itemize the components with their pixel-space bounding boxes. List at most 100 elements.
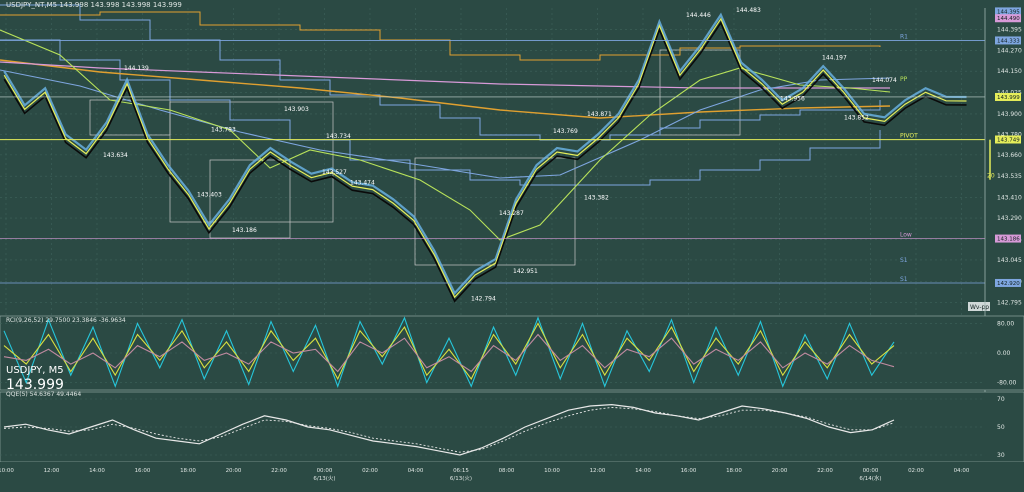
x-tick-label: 06:15 xyxy=(453,468,469,474)
rci-pane[interactable]: 80.00 0.00 -80.00 xyxy=(0,315,1024,391)
current-price: 143.999 xyxy=(6,377,64,393)
x-tick-label: 04:00 xyxy=(954,468,970,474)
ma-pink-line xyxy=(0,61,890,89)
axis-price-box xyxy=(995,278,1021,287)
x-tick-label: 12:00 xyxy=(590,468,606,474)
qqe-header: QQE(5) 54.6367 49.4464 xyxy=(6,391,81,398)
axis-price-box xyxy=(995,92,1021,101)
y-tick-label: 143.660 xyxy=(997,152,1022,159)
x-tick-label: 20:00 xyxy=(772,468,788,474)
y-tick-label: 143.900 xyxy=(997,111,1022,118)
ma-yellow-line xyxy=(3,17,967,299)
price-label: 142.794 xyxy=(471,295,496,302)
x-tick-label: 02:00 xyxy=(362,468,378,474)
x-tick-label: 08:00 xyxy=(499,468,515,474)
price-pane-bg xyxy=(0,2,1024,312)
price-label: 143.783 xyxy=(211,126,236,133)
price-label: 142.951 xyxy=(513,268,538,275)
price-label: 144.139 xyxy=(124,65,149,72)
price-label: 143.403 xyxy=(197,191,222,198)
qqe-tick-label: 30 xyxy=(997,452,1005,459)
x-tick-label: 14:00 xyxy=(635,468,651,474)
x-tick-label: 20:00 xyxy=(226,468,242,474)
level-label: S1 xyxy=(900,276,908,283)
ma-black-line xyxy=(3,21,967,303)
qqe-line xyxy=(3,403,895,456)
orange-step-line xyxy=(0,11,881,61)
session-box xyxy=(414,157,576,266)
rci-tick-label: 80.00 xyxy=(997,320,1014,327)
qqe-pane[interactable]: 70 50 30 xyxy=(0,391,1024,463)
x-tick-label: 00:00 xyxy=(317,468,333,474)
y-tick-label: 143.290 xyxy=(997,215,1022,222)
session-box xyxy=(169,101,334,223)
x-tick-label: 10:00 xyxy=(544,468,560,474)
level-label: S1 xyxy=(900,257,908,264)
y-tick-label: 144.150 xyxy=(997,68,1022,75)
axis-price-box-text: 142.920 xyxy=(997,281,1020,287)
axis-price-box-text: 144.490 xyxy=(997,16,1020,22)
y-tick-label: 143.410 xyxy=(997,195,1022,202)
axis-price-box xyxy=(995,234,1021,243)
axis-price-box-text: 144.333 xyxy=(997,38,1020,44)
price-line xyxy=(3,12,967,296)
y-tick-label: 142.795 xyxy=(997,300,1022,307)
x-tick-label: 18:00 xyxy=(180,468,196,474)
axis-price-box-text: 143.186 xyxy=(997,237,1020,243)
axis-price-box xyxy=(995,36,1021,45)
price-label: 144.483 xyxy=(736,7,761,14)
symbol-timeframe: USDJPY, M5 xyxy=(6,365,64,376)
ma-200-line xyxy=(0,59,891,119)
x-tick-label: 10:00 xyxy=(0,468,14,474)
qqe-line xyxy=(3,406,895,453)
rci-line xyxy=(3,322,895,381)
x-tick-label: 16:00 xyxy=(681,468,697,474)
upper-band-line xyxy=(0,4,881,141)
x-tick-label: 6/14(水) xyxy=(859,474,881,482)
price-label: 144.197 xyxy=(822,55,847,62)
price-label: 143.474 xyxy=(350,179,375,186)
price-label: 143.734 xyxy=(326,133,351,140)
axis-price-box xyxy=(995,7,1021,16)
ma-blue-line xyxy=(0,69,891,179)
level-label: R1 xyxy=(900,33,908,40)
x-tick-label: 04:00 xyxy=(408,468,424,474)
level-label: Low xyxy=(900,232,912,239)
qqe-tick-label: 70 xyxy=(997,396,1005,403)
price-label: 144.446 xyxy=(686,12,711,19)
badge-20: 20 xyxy=(987,173,995,180)
x-tick-label: 22:00 xyxy=(271,468,287,474)
axis-price-box-text: 143.749 xyxy=(997,138,1020,144)
y-tick-label: 143.045 xyxy=(997,257,1022,264)
lower-band-line xyxy=(0,39,881,186)
price-label: 143.956 xyxy=(780,96,805,103)
session-box xyxy=(209,159,291,239)
session-box xyxy=(89,99,171,136)
x-tick-label: 12:00 xyxy=(44,468,60,474)
x-tick-label: 22:00 xyxy=(817,468,833,474)
x-tick-label: 16:00 xyxy=(135,468,151,474)
price-label: 143.903 xyxy=(284,106,309,113)
level-label: PIVOT xyxy=(900,133,918,140)
price-label: 143.527 xyxy=(322,169,347,176)
axis-price-box-text: 144.395 xyxy=(997,9,1020,15)
price-label: 143.382 xyxy=(584,195,609,202)
x-axis-bg xyxy=(0,462,1024,492)
x-tick-label: 14:00 xyxy=(89,468,105,474)
x-tick-label: 02:00 xyxy=(908,468,924,474)
level-label: PP xyxy=(900,76,908,83)
price-label: 143.852 xyxy=(844,114,869,121)
price-label: 143.634 xyxy=(103,152,128,159)
rci-tick-label: 0.00 xyxy=(997,350,1011,357)
x-tick-label: 6/13(火) xyxy=(313,476,335,482)
y-tick-label: 143.535 xyxy=(997,173,1022,180)
price-label: 143.287 xyxy=(499,210,524,217)
price-label: 144.074 xyxy=(872,77,897,84)
qqe-tick-label: 50 xyxy=(997,424,1005,431)
axis-price-box xyxy=(995,135,1021,144)
axis-price-box xyxy=(995,14,1021,23)
axis-price-box-text: 143.999 xyxy=(997,95,1020,101)
x-tick-label: 18:00 xyxy=(726,468,742,474)
wv-pp-label: Wv-pp xyxy=(970,304,989,311)
